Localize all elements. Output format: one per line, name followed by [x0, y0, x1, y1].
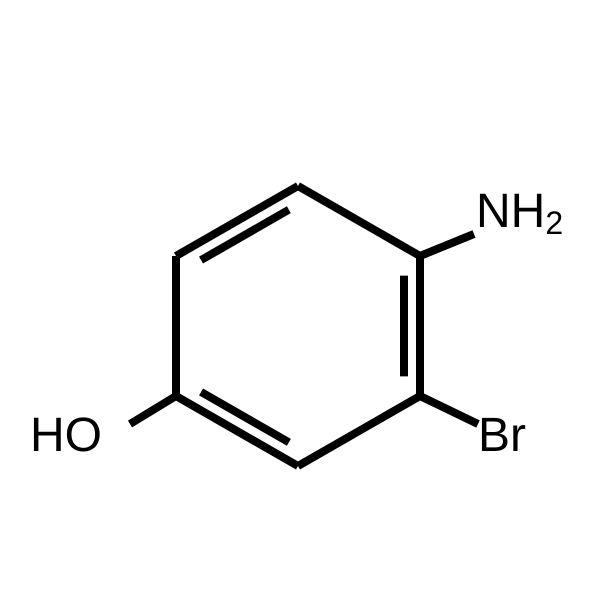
br-label: Br — [478, 409, 526, 462]
chemical-structure: HO NH2 Br — [0, 0, 600, 600]
nh2-label: NH2 — [476, 185, 563, 242]
oh-label: HO — [30, 409, 102, 462]
